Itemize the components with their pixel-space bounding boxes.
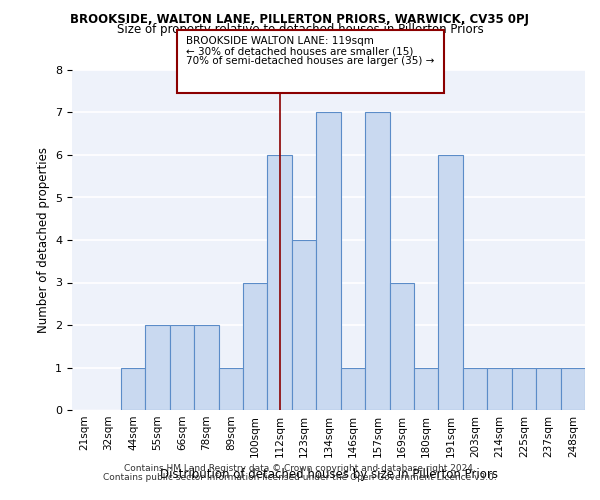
Bar: [121, 368, 145, 410]
Bar: [316, 112, 341, 410]
Bar: [365, 112, 389, 410]
Bar: [341, 368, 365, 410]
Bar: [145, 325, 170, 410]
Bar: [487, 368, 512, 410]
X-axis label: Distribution of detached houses by size in Pillerton Priors: Distribution of detached houses by size …: [160, 468, 497, 481]
Text: BROOKSIDE, WALTON LANE, PILLERTON PRIORS, WARWICK, CV35 0PJ: BROOKSIDE, WALTON LANE, PILLERTON PRIORS…: [71, 12, 530, 26]
Text: Size of property relative to detached houses in Pillerton Priors: Size of property relative to detached ho…: [116, 22, 484, 36]
Bar: [389, 282, 414, 410]
Text: Contains public sector information licensed under the Open Government Licence v3: Contains public sector information licen…: [103, 474, 497, 482]
Text: ← 30% of detached houses are smaller (15): ← 30% of detached houses are smaller (15…: [186, 46, 413, 56]
Bar: [414, 368, 439, 410]
Bar: [170, 325, 194, 410]
Bar: [536, 368, 560, 410]
Bar: [560, 368, 585, 410]
Bar: [292, 240, 316, 410]
Bar: [439, 155, 463, 410]
Bar: [243, 282, 268, 410]
Bar: [218, 368, 243, 410]
Text: Contains HM Land Registry data © Crown copyright and database right 2024.: Contains HM Land Registry data © Crown c…: [124, 464, 476, 473]
Text: 70% of semi-detached houses are larger (35) →: 70% of semi-detached houses are larger (…: [186, 56, 434, 66]
Bar: [463, 368, 487, 410]
Bar: [194, 325, 218, 410]
Y-axis label: Number of detached properties: Number of detached properties: [37, 147, 50, 333]
Bar: [268, 155, 292, 410]
Text: BROOKSIDE WALTON LANE: 119sqm: BROOKSIDE WALTON LANE: 119sqm: [186, 36, 374, 46]
Bar: [512, 368, 536, 410]
